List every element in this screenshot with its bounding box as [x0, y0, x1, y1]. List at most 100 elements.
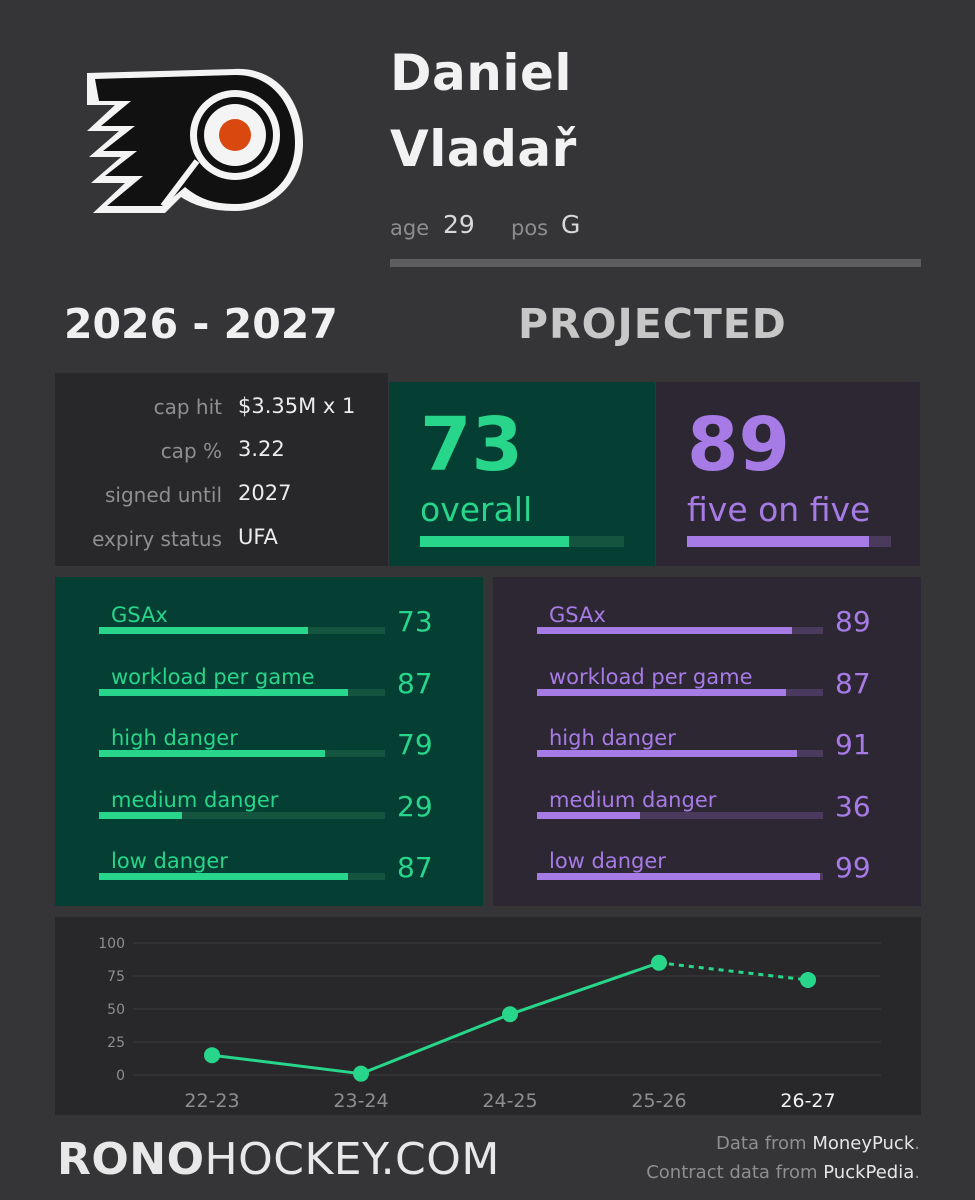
chart-line-segment: [211, 1053, 362, 1076]
five-on-five-rating-value: 89: [687, 402, 790, 488]
overall-metric-row: workload per game 87: [55, 665, 483, 727]
five-on-five-metric-value: 99: [835, 851, 871, 884]
data-credit-period: .: [914, 1133, 920, 1154]
chart-x-tick-label: 23-24: [333, 1090, 388, 1112]
chart-point: [502, 1006, 518, 1023]
five-on-five-metric-bar-fill: [537, 811, 640, 819]
overall-metric-row: medium danger 29: [55, 788, 483, 850]
five-on-five-metric-bar: [537, 811, 823, 819]
chart-point: [800, 971, 816, 988]
five-on-five-metric-bar-fill: [537, 688, 786, 696]
age-value: 29: [443, 210, 475, 239]
overall-rating-label: overall: [420, 490, 533, 529]
overall-metric-value: 87: [397, 851, 433, 884]
five-on-five-metric-bar: [537, 627, 823, 634]
five-on-five-metric-label: high danger: [549, 726, 676, 750]
projected-title: PROJECTED: [518, 300, 787, 348]
five-on-five-metric-bar-fill: [537, 627, 792, 634]
contract-credit-source[interactable]: PuckPedia: [823, 1162, 915, 1183]
five-on-five-metric-value: 91: [835, 728, 871, 761]
history-line-chart: 0 25 50 75 100 22-23 23-24 24-25 25-26 26-27: [98, 936, 881, 1112]
five-on-five-metrics-panel: GSAx 89 workload per game 87 high danger 91 me…: [493, 577, 921, 906]
overall-metric-bar-fill: [99, 750, 325, 757]
chart-y-tick-label: 75: [107, 969, 125, 985]
overall-rating-value: 73: [420, 402, 523, 488]
data-credit: Data from MoneyPuck.: [716, 1133, 920, 1154]
five-on-five-metric-bar: [537, 750, 823, 757]
player-last-name: Vladař: [390, 120, 577, 178]
position-label: pos: [511, 216, 549, 240]
overall-metric-value: 87: [397, 666, 433, 700]
contract-label-expiry-status: expiry status: [92, 527, 222, 551]
five-on-five-metric-row: high danger 91: [493, 726, 921, 788]
age-label: age: [390, 216, 430, 240]
position-value: G: [561, 210, 581, 239]
contract-value-signed-until: 2027: [238, 481, 292, 505]
five-on-five-metric-value: 87: [835, 666, 871, 700]
chart-y-tick-label: 100: [98, 936, 125, 952]
overall-metric-bar-fill: [99, 811, 182, 819]
overall-metric-row: low danger 87: [55, 849, 483, 911]
overall-rating-panel: 73 overall: [389, 382, 655, 566]
contract-panel: cap hit $3.35M x 1 cap % 3.22 signed unt…: [55, 373, 388, 566]
player-first-name: Daniel: [390, 44, 573, 102]
brand-bold-part: RONO: [57, 1134, 205, 1185]
data-credit-prefix: Data from: [716, 1133, 813, 1154]
five-on-five-rating-bar: [687, 536, 891, 547]
chart-x-tick-label: 26-27: [780, 1090, 835, 1112]
five-on-five-metric-row: workload per game 87: [493, 665, 921, 727]
overall-rating-bar-fill: [420, 536, 569, 547]
overall-metric-label: GSAx: [111, 603, 168, 627]
five-on-five-metric-value: 36: [835, 789, 871, 823]
chart-x-tick-label: 22-23: [184, 1090, 239, 1112]
five-on-five-rating-bar-fill: [687, 536, 869, 547]
overall-metric-bar-fill: [99, 688, 348, 696]
season-title: 2026 - 2027: [64, 300, 338, 348]
chart-line-segment: [509, 961, 660, 1016]
five-on-five-metric-value: 89: [835, 605, 871, 638]
contract-credit: Contract data from PuckPedia.: [646, 1162, 920, 1183]
header-divider: [390, 259, 921, 267]
overall-metric-row: high danger 79: [55, 726, 483, 788]
chart-point: [353, 1065, 369, 1082]
five-on-five-metric-row: GSAx 89: [493, 603, 921, 665]
overall-metric-label: workload per game: [111, 664, 315, 689]
five-on-five-metric-label: medium danger: [549, 787, 717, 812]
overall-metric-bar: [99, 688, 385, 696]
five-on-five-rating-panel: 89 five on five: [656, 382, 920, 566]
overall-metric-bar: [99, 627, 385, 634]
five-on-five-rating-label: five on five: [687, 490, 871, 529]
chart-point: [651, 954, 667, 971]
chart-point: [204, 1047, 220, 1064]
data-credit-source[interactable]: MoneyPuck: [812, 1133, 915, 1154]
contract-label-signed-until: signed until: [104, 483, 222, 507]
overall-metric-bar-fill: [99, 627, 308, 634]
overall-metric-value: 79: [397, 728, 433, 761]
brand-wordmark[interactable]: RONOHOCKEY.COM: [57, 1134, 500, 1185]
five-on-five-metric-row: medium danger 36: [493, 788, 921, 850]
five-on-five-metric-label: workload per game: [549, 664, 753, 689]
chart-x-tick-label: 25-26: [631, 1090, 686, 1112]
five-on-five-metric-bar-fill: [537, 750, 798, 757]
five-on-five-metric-bar-fill: [537, 873, 821, 880]
overall-metric-label: medium danger: [111, 787, 279, 812]
chart-line-segment: [360, 1012, 511, 1076]
five-on-five-metric-bar: [537, 688, 823, 696]
contract-value-cap-pct: 3.22: [238, 437, 285, 461]
chart-y-tick-label: 50: [107, 1002, 125, 1018]
overall-metric-row: GSAx 73: [55, 603, 483, 665]
overall-metric-value: 29: [397, 789, 433, 823]
chart-y-tick-label: 25: [107, 1035, 125, 1051]
brand-rest-part: HOCKEY.COM: [204, 1134, 500, 1185]
overall-metric-label: low danger: [111, 849, 228, 873]
contract-label-cap-pct: cap %: [160, 439, 222, 463]
overall-metric-bar: [99, 873, 385, 880]
five-on-five-metric-label: GSAx: [549, 603, 606, 627]
team-logo-icon: [87, 68, 303, 213]
contract-label-cap-hit: cap hit: [153, 395, 222, 419]
overall-rating-bar: [420, 536, 624, 547]
overall-metric-label: high danger: [111, 726, 238, 750]
chart-x-tick-label: 24-25: [482, 1090, 537, 1112]
logo-orange-dot: [219, 119, 251, 151]
five-on-five-metric-row: low danger 99: [493, 849, 921, 911]
